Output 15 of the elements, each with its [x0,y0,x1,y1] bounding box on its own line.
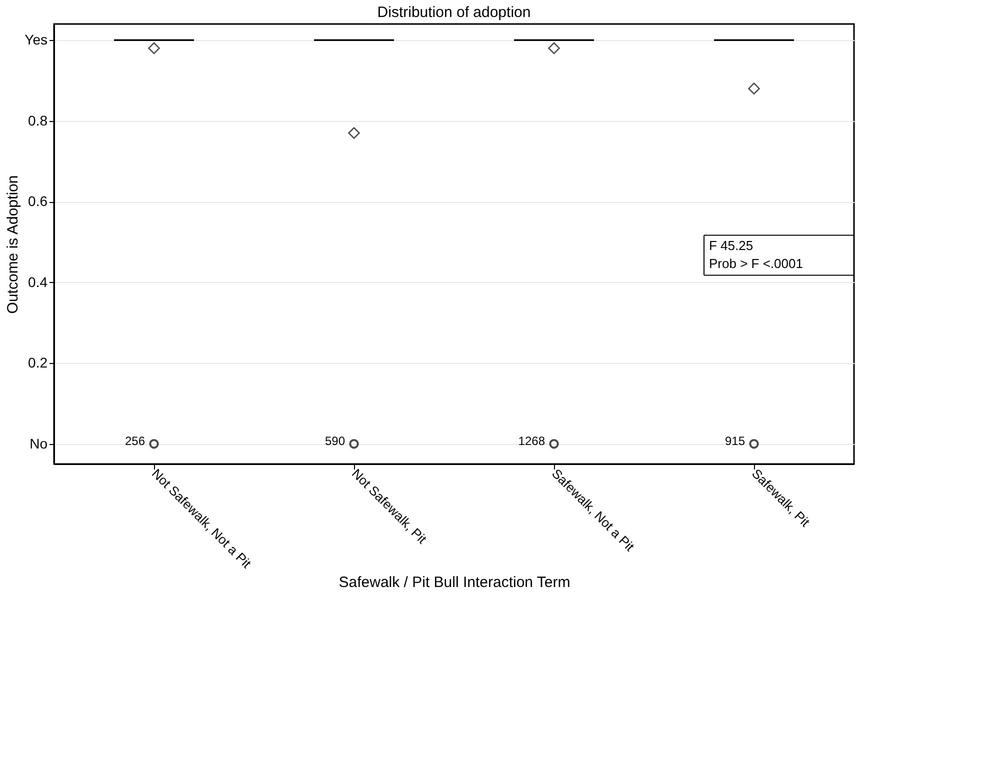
y-tick-label: 0.8 [28,112,48,128]
annotation: F 45.25 [709,238,754,254]
annotation: 256 [124,434,146,448]
y-tick-label: 0.6 [28,193,48,210]
annotation: 590 [324,434,346,448]
annotation: 1268 [518,434,546,448]
y-tick-label: No [30,435,48,452]
annotation: Prob > F <.0001 [709,256,803,272]
chart-title: Distribution of adoption [377,4,531,21]
y-tick-label: 0.2 [28,354,48,371]
y-tick-label: 0.4 [28,274,48,290]
x-axis-title: Safewalk / Pit Bull Interaction Term [338,574,570,591]
y-axis-title: Outcome is Adoption [4,175,22,314]
annotation: 915 [724,434,746,448]
y-tick-label: Yes [24,32,48,48]
